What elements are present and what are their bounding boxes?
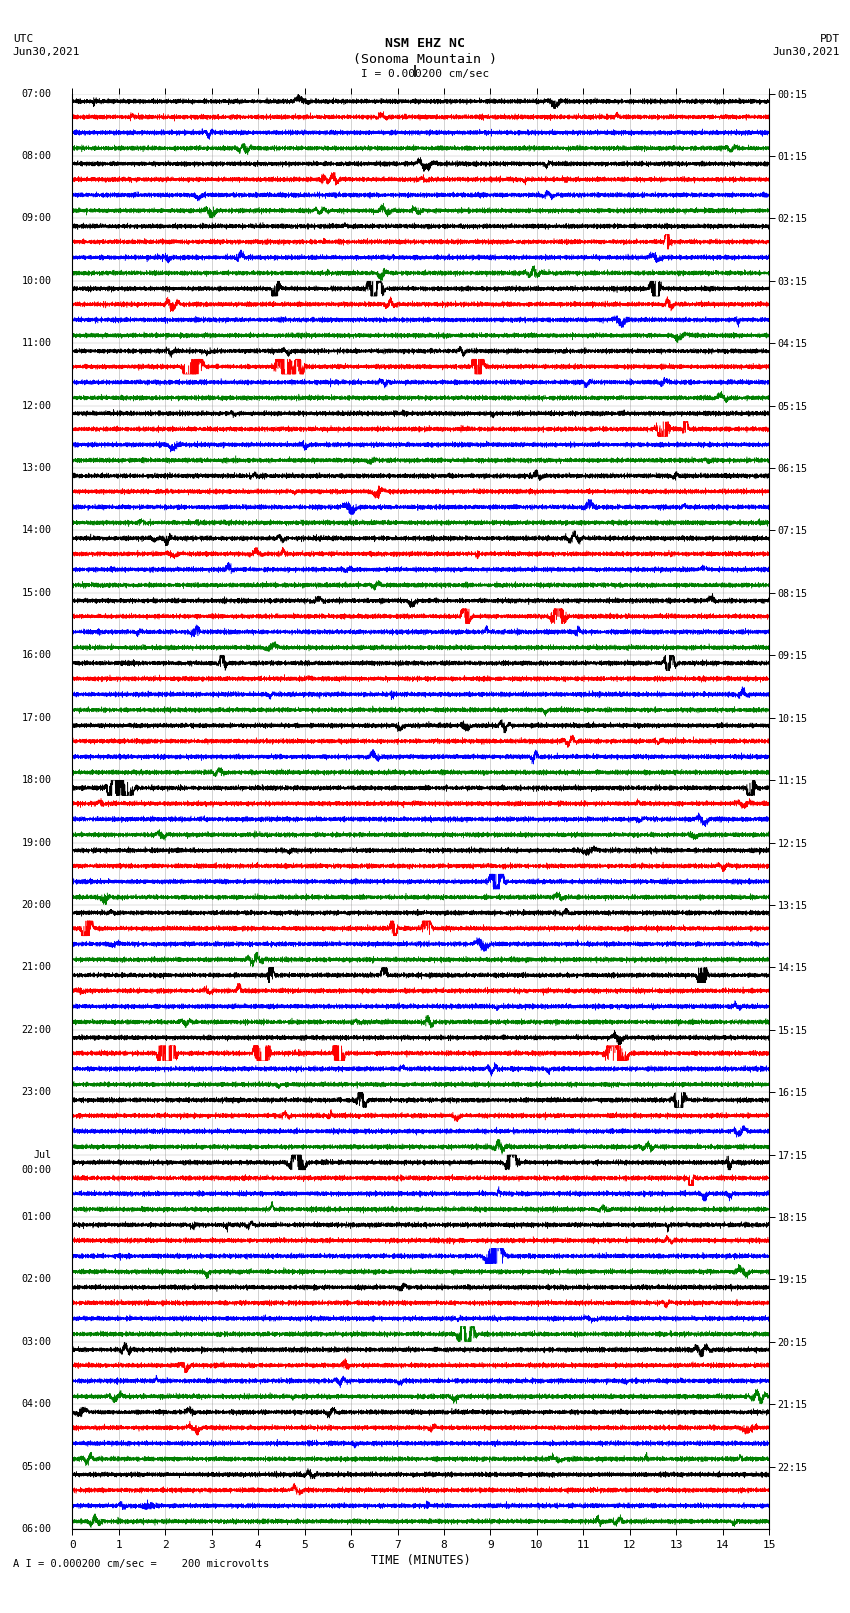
Text: UTC: UTC [13,34,33,44]
Text: NSM EHZ NC: NSM EHZ NC [385,37,465,50]
Text: 12:00: 12:00 [21,400,51,411]
X-axis label: TIME (MINUTES): TIME (MINUTES) [371,1553,471,1566]
Text: 06:00: 06:00 [21,1524,51,1534]
Text: 22:00: 22:00 [21,1024,51,1036]
Text: 03:00: 03:00 [21,1337,51,1347]
Text: 07:00: 07:00 [21,89,51,98]
Text: 01:00: 01:00 [21,1211,51,1223]
Text: 23:00: 23:00 [21,1087,51,1097]
Text: (Sonoma Mountain ): (Sonoma Mountain ) [353,53,497,66]
Text: 21:00: 21:00 [21,963,51,973]
Text: 09:00: 09:00 [21,213,51,223]
Text: Jun30,2021: Jun30,2021 [13,47,80,56]
Text: A I = 0.000200 cm/sec =    200 microvolts: A I = 0.000200 cm/sec = 200 microvolts [13,1560,269,1569]
Text: 16:00: 16:00 [21,650,51,660]
Text: 10:00: 10:00 [21,276,51,286]
Text: Jun30,2021: Jun30,2021 [773,47,840,56]
Text: Jul: Jul [33,1150,51,1160]
Text: 13:00: 13:00 [21,463,51,473]
Text: 00:00: 00:00 [21,1165,51,1176]
Text: I = 0.000200 cm/sec: I = 0.000200 cm/sec [361,69,489,79]
Text: 14:00: 14:00 [21,526,51,536]
Text: 15:00: 15:00 [21,587,51,598]
Text: 17:00: 17:00 [21,713,51,723]
Text: 08:00: 08:00 [21,152,51,161]
Text: 02:00: 02:00 [21,1274,51,1284]
Text: 04:00: 04:00 [21,1400,51,1410]
Text: 18:00: 18:00 [21,776,51,786]
Text: 05:00: 05:00 [21,1461,51,1471]
Text: 20:00: 20:00 [21,900,51,910]
Text: PDT: PDT [819,34,840,44]
Text: 11:00: 11:00 [21,339,51,348]
Text: 19:00: 19:00 [21,837,51,847]
